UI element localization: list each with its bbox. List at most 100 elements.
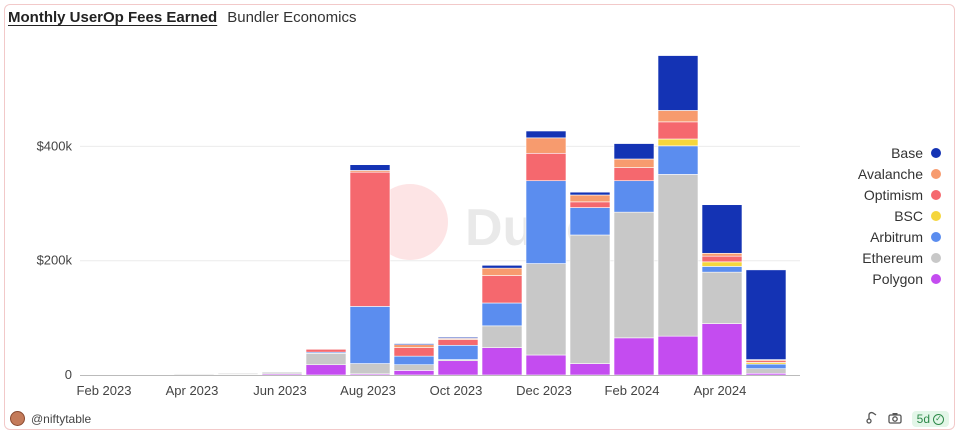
bar-segment-optimism (613, 167, 655, 182)
bar-segment-polygon (393, 370, 435, 376)
chart-title[interactable]: Monthly UserOp Fees Earned (8, 9, 218, 26)
bar-segment-ethereum (393, 364, 435, 371)
bar-segment-polygon (305, 364, 347, 376)
legend-item-ethereum[interactable]: Ethereum (791, 247, 941, 268)
bar-segment-polygon (613, 337, 655, 376)
bar-segment-ethereum (701, 271, 743, 324)
bar-segment-arbitrum (349, 306, 391, 364)
bar-segment-optimism (657, 121, 699, 140)
bar-segment-optimism (305, 348, 347, 353)
bar-segment-base (745, 269, 787, 360)
x-tick-label: Aug 2023 (340, 383, 396, 398)
bar-segment-ethereum (657, 174, 699, 337)
bar-segment-optimism (349, 171, 391, 307)
chart-legend: Base Avalanche Optimism BSC Arbitrum Ethereum… (791, 142, 941, 289)
bar-segment-arbitrum (525, 180, 567, 264)
footer-actions: 5d ✓ (865, 411, 949, 427)
x-tick-label: Jun 2023 (253, 383, 307, 398)
bar-segment-base (481, 264, 523, 269)
bar-segment-optimism (569, 201, 611, 208)
legend-label: Arbitrum (870, 228, 923, 245)
bar-segment-base (525, 130, 567, 139)
bar-segment-avalanche (393, 344, 435, 348)
x-tick-label: Feb 2024 (605, 383, 660, 398)
chart-card (4, 4, 955, 430)
bar-segment-arbitrum (481, 302, 523, 327)
legend-item-avalanche[interactable]: Avalanche (791, 163, 941, 184)
chart-footer: @niftytable (10, 411, 91, 426)
y-tick-label: $400k (37, 138, 73, 153)
refresh-badge[interactable]: 5d ✓ (911, 411, 949, 427)
legend-swatch (931, 168, 941, 179)
bar-segment-avalanche (613, 158, 655, 168)
bar-segment-avalanche (481, 267, 523, 276)
bar-segment-optimism (701, 255, 743, 263)
x-tick-label: Feb 2023 (77, 383, 132, 398)
bar-segment-base (569, 191, 611, 196)
bar-segment-polygon (437, 360, 479, 376)
bar-segment-base (393, 343, 435, 346)
bar-segment-base (349, 164, 391, 171)
bar-segment-bsc (657, 138, 699, 147)
legend-item-bsc[interactable]: BSC (791, 205, 941, 226)
bar-segment-arbitrum (657, 145, 699, 175)
legend-label: Base (891, 144, 923, 161)
legend-swatch (931, 252, 941, 263)
camera-icon[interactable] (887, 412, 902, 427)
bar-segment-optimism (481, 275, 523, 304)
check-circle-icon: ✓ (933, 413, 944, 425)
x-tick-label: Dec 2023 (516, 383, 572, 398)
bar-segment-arbitrum (437, 344, 479, 360)
bar-segment-arbitrum (217, 372, 259, 374)
bar-segment-optimism (261, 370, 303, 373)
bar-segment-optimism (393, 347, 435, 357)
refresh-badge-label: 5d (916, 412, 930, 426)
legend-label: Avalanche (857, 165, 923, 182)
bar-segment-ethereum (305, 352, 347, 366)
legend-label: BSC (894, 207, 923, 224)
legend-item-polygon[interactable]: Polygon (791, 268, 941, 289)
share-icon[interactable] (865, 411, 878, 427)
bar-segment-avalanche (569, 194, 611, 203)
bar-segment-ethereum (613, 211, 655, 339)
y-tick-label: 0 (65, 367, 72, 382)
bar-segment-polygon (569, 363, 611, 376)
bar-segment-ethereum (481, 325, 523, 348)
x-tick-label: Oct 2023 (430, 383, 483, 398)
legend-label: Optimism (863, 186, 923, 203)
legend-item-optimism[interactable]: Optimism (791, 184, 941, 205)
x-tick-label: Apr 2023 (166, 383, 219, 398)
bar-segment-base (613, 143, 655, 160)
bar-segment-ethereum (173, 373, 215, 376)
bar-segment-polygon (657, 335, 699, 376)
bar-segment-arbitrum (393, 355, 435, 366)
legend-swatch (931, 147, 941, 158)
legend-swatch (931, 210, 941, 221)
bar-segment-optimism (437, 339, 479, 346)
bar-segment-arbitrum (613, 180, 655, 213)
bar-segment-polygon (525, 354, 567, 376)
legend-swatch (931, 189, 941, 200)
bar-segment-arbitrum (569, 207, 611, 236)
bar-segment-avalanche (657, 110, 699, 123)
bar-segment-arbitrum (701, 266, 743, 273)
bar-segment-ethereum (349, 363, 391, 375)
watermark-logo-icon (372, 184, 448, 260)
chart-subtitle: Bundler Economics (227, 9, 357, 26)
bar-segment-ethereum (745, 368, 787, 374)
legend-item-base[interactable]: Base (791, 142, 941, 163)
y-tick-label: $200k (37, 253, 73, 268)
legend-swatch (931, 231, 941, 242)
avatar-icon (10, 411, 25, 426)
bar-segment-avalanche (701, 252, 743, 257)
x-tick-label: Apr 2024 (694, 383, 747, 398)
bar-segment-base (437, 336, 479, 339)
legend-label: Polygon (872, 270, 923, 287)
legend-label: Ethereum (862, 249, 923, 266)
legend-item-arbitrum[interactable]: Arbitrum (791, 226, 941, 247)
bar-segment-base (657, 55, 699, 111)
bar-segment-optimism (525, 152, 567, 182)
bar-segment-polygon (481, 347, 523, 376)
author-link[interactable]: @niftytable (31, 411, 92, 426)
